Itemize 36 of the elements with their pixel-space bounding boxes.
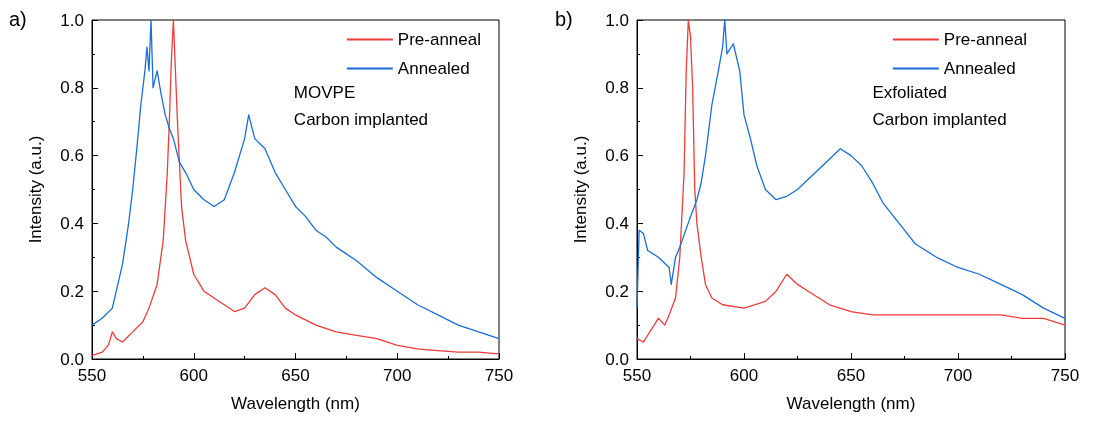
legend-label: Pre-anneal	[397, 30, 482, 49]
y-tick-label: 1.0	[60, 10, 84, 30]
annotation: Carbon implanted	[293, 110, 429, 129]
y-tick-label: 0.4	[605, 213, 629, 233]
legend-label: Pre-anneal	[943, 30, 1028, 49]
y-tick-label: 1.0	[605, 10, 629, 30]
y-tick-label: 0.0	[60, 349, 84, 369]
annotation: MOVPE	[293, 83, 356, 102]
y-tick-label: 0.8	[60, 78, 84, 98]
chart-title: b)	[555, 8, 573, 30]
x-tick-label: 700	[943, 366, 973, 385]
legend-label: Annealed	[943, 59, 1016, 78]
y-tick-label: 0.2	[605, 281, 629, 301]
x-tick-label: 700	[383, 366, 412, 385]
x-tick-label: 550	[77, 366, 107, 385]
x-axis-title: Wavelength (nm)	[231, 394, 360, 413]
y-tick-label: 0.6	[60, 146, 84, 166]
x-tick-label: 650	[836, 366, 866, 385]
y-tick-label: 0.4	[60, 213, 84, 233]
y-tick-label: 0.8	[605, 78, 629, 98]
annotation: Exfoliated	[872, 83, 948, 102]
y-axis-title: Intensity (a.u.)	[571, 135, 590, 244]
x-tick-label: 750	[1050, 366, 1080, 385]
annotation: Carbon implanted	[872, 110, 1007, 129]
y-tick-label: 0.2	[60, 281, 84, 301]
x-tick-label: 650	[281, 366, 310, 385]
x-axis-title: Wavelength (nm)	[786, 394, 916, 413]
x-tick-label: 750	[484, 366, 514, 385]
x-tick-label: 600	[729, 366, 759, 385]
chart-title: a)	[9, 8, 27, 30]
legend-label: Annealed	[397, 59, 470, 78]
y-axis-title: Intensity (a.u.)	[26, 135, 45, 244]
x-tick-label: 550	[622, 366, 652, 385]
y-tick-label: 0.6	[605, 146, 629, 166]
x-tick-label: 600	[179, 366, 208, 385]
y-tick-label: 0.0	[605, 349, 629, 369]
